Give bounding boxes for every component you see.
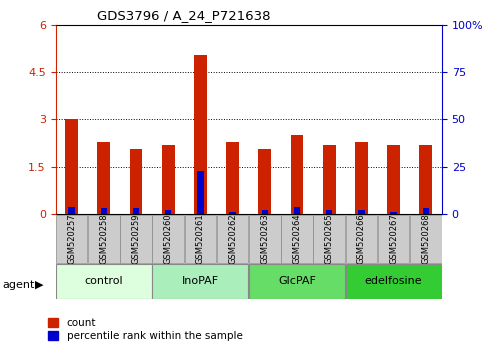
Text: GlcPAF: GlcPAF bbox=[278, 276, 316, 286]
FancyBboxPatch shape bbox=[120, 215, 152, 263]
Text: GSM520267: GSM520267 bbox=[389, 213, 398, 264]
FancyBboxPatch shape bbox=[217, 215, 248, 263]
Text: GSM520260: GSM520260 bbox=[164, 213, 173, 264]
Bar bbox=[65, 119, 78, 214]
Text: GSM520264: GSM520264 bbox=[293, 213, 301, 264]
Text: GSM520258: GSM520258 bbox=[99, 213, 108, 264]
FancyBboxPatch shape bbox=[281, 215, 313, 263]
Bar bbox=[323, 145, 336, 214]
Bar bbox=[390, 212, 397, 214]
Bar bbox=[226, 142, 239, 214]
FancyBboxPatch shape bbox=[185, 215, 216, 263]
FancyBboxPatch shape bbox=[249, 215, 281, 263]
FancyBboxPatch shape bbox=[88, 215, 120, 263]
Bar bbox=[326, 210, 332, 214]
Text: ▶: ▶ bbox=[35, 280, 43, 290]
Bar bbox=[262, 210, 268, 214]
Bar bbox=[387, 145, 400, 214]
FancyBboxPatch shape bbox=[346, 215, 377, 263]
FancyBboxPatch shape bbox=[56, 215, 87, 263]
Bar bbox=[129, 149, 142, 214]
Text: agent: agent bbox=[2, 280, 35, 290]
Text: edelfosine: edelfosine bbox=[365, 276, 423, 286]
FancyBboxPatch shape bbox=[249, 264, 345, 299]
Bar bbox=[423, 209, 429, 214]
Bar bbox=[419, 145, 432, 214]
FancyBboxPatch shape bbox=[153, 215, 184, 263]
FancyBboxPatch shape bbox=[153, 264, 248, 299]
Legend: count, percentile rank within the sample: count, percentile rank within the sample bbox=[44, 314, 247, 345]
Text: GSM520259: GSM520259 bbox=[131, 214, 141, 264]
Text: GSM520266: GSM520266 bbox=[357, 213, 366, 264]
Text: GSM520262: GSM520262 bbox=[228, 213, 237, 264]
Text: InoPAF: InoPAF bbox=[182, 276, 219, 286]
Bar bbox=[358, 210, 365, 214]
FancyBboxPatch shape bbox=[410, 215, 441, 263]
Bar bbox=[100, 209, 107, 214]
Bar bbox=[355, 142, 368, 214]
Text: GSM520268: GSM520268 bbox=[421, 213, 430, 264]
Text: GDS3796 / A_24_P721638: GDS3796 / A_24_P721638 bbox=[97, 9, 270, 22]
FancyBboxPatch shape bbox=[378, 215, 410, 263]
FancyBboxPatch shape bbox=[313, 215, 345, 263]
Text: GSM520261: GSM520261 bbox=[196, 213, 205, 264]
Text: GSM520263: GSM520263 bbox=[260, 213, 270, 264]
FancyBboxPatch shape bbox=[346, 264, 441, 299]
Text: GSM520265: GSM520265 bbox=[325, 213, 334, 264]
Bar bbox=[133, 209, 139, 214]
Bar bbox=[229, 212, 236, 214]
Bar bbox=[165, 210, 171, 214]
Bar bbox=[69, 207, 75, 214]
Bar bbox=[197, 171, 204, 214]
Bar bbox=[162, 145, 175, 214]
FancyBboxPatch shape bbox=[56, 264, 152, 299]
Bar bbox=[258, 149, 271, 214]
Text: control: control bbox=[85, 276, 123, 286]
Bar bbox=[98, 142, 110, 214]
Bar bbox=[194, 55, 207, 214]
Bar bbox=[291, 135, 303, 214]
Text: GSM520257: GSM520257 bbox=[67, 213, 76, 264]
Bar bbox=[294, 207, 300, 214]
